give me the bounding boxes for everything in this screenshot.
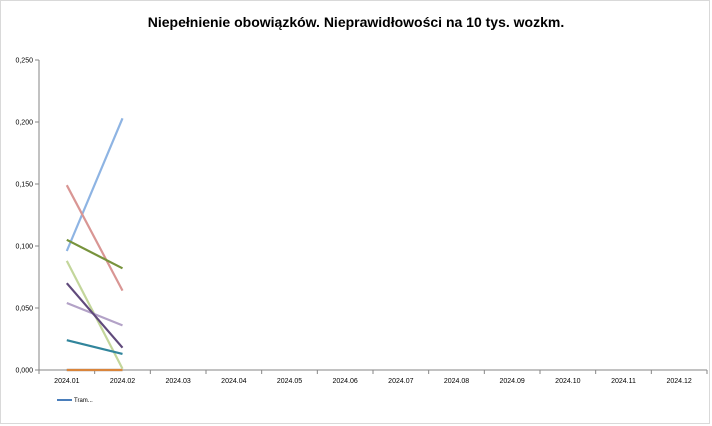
x-tick-label: 2024.06 xyxy=(333,378,358,385)
series-line-4 xyxy=(65,184,124,292)
series-line-9 xyxy=(66,339,123,355)
x-tick-label: 2024.09 xyxy=(500,378,525,385)
x-tick-label: 2024.07 xyxy=(388,378,413,385)
y-tick-label: 0,250 xyxy=(15,58,33,65)
chart-title: Niepełnienie obowiązków. Nieprawidłowośc… xyxy=(147,14,565,30)
series-line-5 xyxy=(66,238,124,270)
legend-label: Tram... xyxy=(74,398,93,404)
y-tick-label: 0,100 xyxy=(15,244,33,251)
series-line-3 xyxy=(65,117,124,252)
x-tick-label: 2024.04 xyxy=(221,378,246,385)
x-tick-label: 2024.12 xyxy=(667,378,692,385)
x-tick-label: 2024.01 xyxy=(54,378,79,385)
y-tick-label: 0,200 xyxy=(15,120,33,127)
x-tick-label: 2024.03 xyxy=(166,378,191,385)
y-tick-label: 0,000 xyxy=(15,368,33,375)
series-line-8 xyxy=(65,282,124,349)
x-tick-label: 2024.08 xyxy=(444,378,469,385)
y-tick-label: 0,150 xyxy=(15,182,33,189)
x-tick-label: 2024.05 xyxy=(277,378,302,385)
x-tick-label: 2024.11 xyxy=(611,378,636,385)
y-tick-label: 0,050 xyxy=(15,306,33,313)
x-tick-label: 2024.02 xyxy=(110,378,135,385)
x-tick-label: 2024.10 xyxy=(555,378,580,385)
